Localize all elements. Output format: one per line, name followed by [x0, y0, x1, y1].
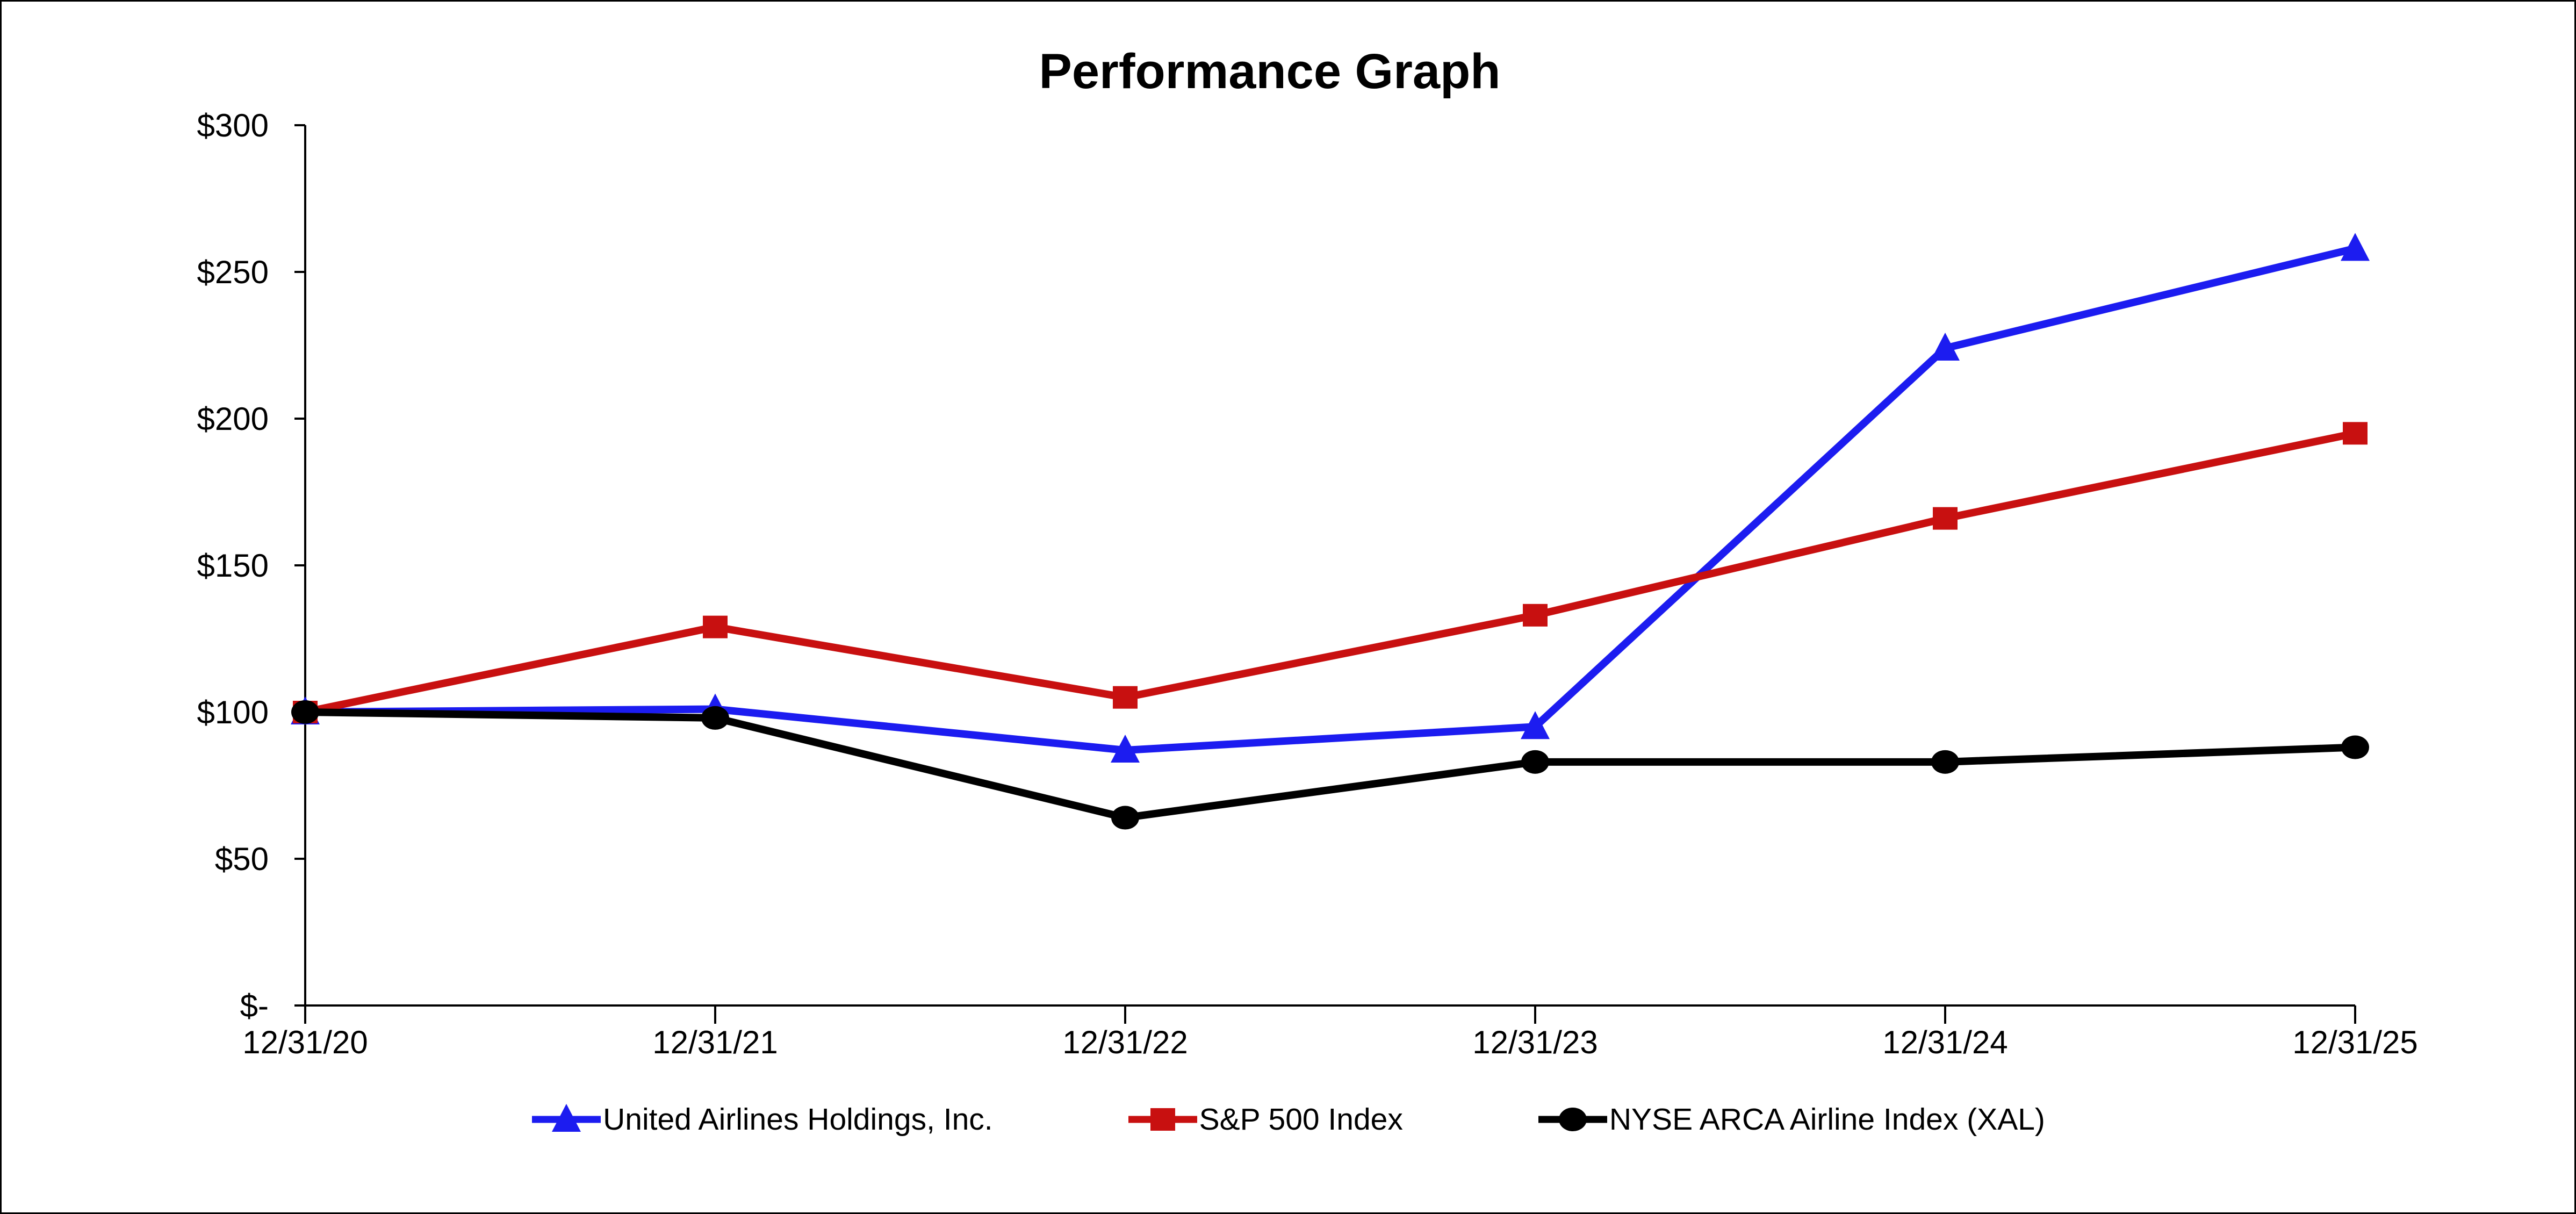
legend-label-united-airlines: United Airlines Holdings, Inc. — [603, 1102, 993, 1137]
x-tick-label: 12/31/20 — [242, 1024, 368, 1060]
legend-square-marker — [1150, 1108, 1175, 1131]
x-tick-label: 12/31/25 — [2292, 1024, 2418, 1060]
square-data-point — [1113, 686, 1138, 709]
y-tick-label: $50 — [215, 841, 269, 877]
y-tick-label: $250 — [197, 254, 269, 290]
y-tick-label: $200 — [197, 401, 269, 437]
x-tick-label: 12/31/23 — [1472, 1024, 1598, 1060]
triangle-marker-icon — [532, 1104, 601, 1132]
legend-circle-marker — [1558, 1108, 1587, 1131]
square-data-point — [1523, 604, 1548, 627]
legend-label-nyse-arca-xal: NYSE ARCA Airline Index (XAL) — [1609, 1102, 2045, 1137]
circle-data-point — [701, 706, 729, 730]
circle-marker-icon — [1538, 1108, 1607, 1131]
square-data-point — [703, 615, 728, 638]
x-tick-label: 12/31/21 — [652, 1024, 778, 1060]
y-tick-label: $300 — [197, 107, 269, 143]
triangle-data-point — [1111, 734, 1140, 763]
series-line-0 — [305, 245, 2356, 755]
square-marker-icon — [1128, 1108, 1197, 1131]
series-line-1 — [304, 429, 2356, 716]
legend-item-sp500: S&P 500 Index — [1127, 1093, 1403, 1146]
triangle-data-point — [2341, 233, 2370, 261]
y-tick-label: $- — [240, 988, 269, 1024]
circle-data-point — [1111, 806, 1139, 830]
y-tick-label: $150 — [197, 548, 269, 584]
x-tick-label: 12/31/22 — [1062, 1024, 1188, 1060]
chart-title: Performance Graph — [1039, 44, 1501, 99]
legend-item-united-airlines: United Airlines Holdings, Inc. — [531, 1093, 993, 1146]
series-line-2 — [305, 708, 2356, 822]
circle-data-point — [1931, 750, 1959, 774]
chart-legend: United Airlines Holdings, Inc. S&P 500 I… — [2, 1093, 2574, 1146]
legend-triangle-marker — [552, 1104, 581, 1132]
square-data-point — [2343, 422, 2368, 445]
legend-label-sp500: S&P 500 Index — [1199, 1102, 1403, 1137]
square-data-point — [1933, 507, 1958, 530]
triangle-data-point — [1931, 332, 1960, 361]
triangle-data-point — [1521, 711, 1550, 739]
y-tick-label: $100 — [197, 694, 269, 730]
circle-data-point — [2341, 735, 2369, 759]
legend-item-nyse-arca-xal: NYSE ARCA Airline Index (XAL) — [1537, 1093, 2045, 1146]
circle-data-point — [291, 700, 319, 724]
x-tick-label: 12/31/24 — [1882, 1024, 2008, 1060]
circle-data-point — [1521, 750, 1549, 774]
